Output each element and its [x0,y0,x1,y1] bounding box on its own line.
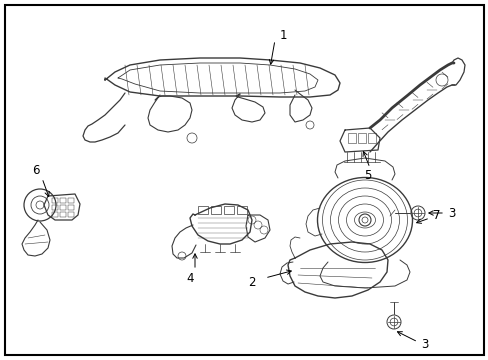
Text: 2: 2 [247,275,255,288]
Text: 5: 5 [364,168,371,181]
Bar [68,212,74,217]
Bar [367,133,375,143]
Bar [357,133,365,143]
Bar [198,206,207,214]
Bar [52,212,58,217]
Bar [60,212,66,217]
Bar [68,205,74,210]
Text: 3: 3 [447,207,454,220]
Bar [237,206,246,214]
Text: 1: 1 [280,28,287,41]
Bar [210,206,221,214]
Bar [68,198,74,203]
Bar [60,198,66,203]
Bar [52,198,58,203]
Bar [224,206,234,214]
Bar [52,205,58,210]
Bar [60,205,66,210]
Bar [347,133,355,143]
Text: 7: 7 [432,208,440,221]
Text: 4: 4 [186,271,193,284]
Text: 6: 6 [32,163,40,176]
Text: 3: 3 [420,338,427,351]
